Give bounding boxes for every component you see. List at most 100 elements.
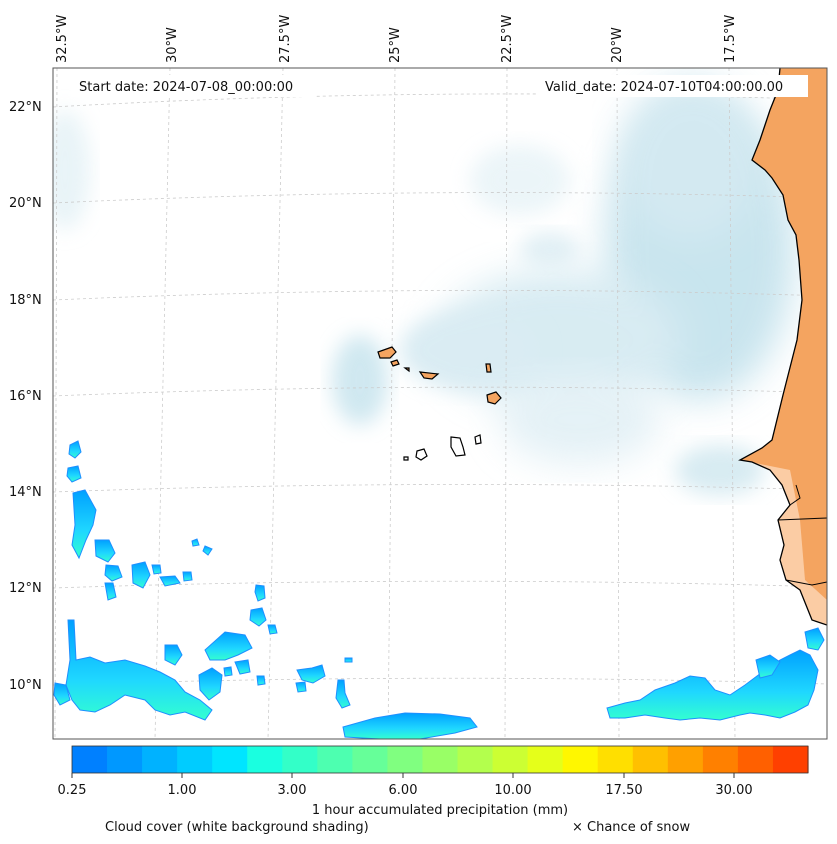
colorbar-title: 1 hour accumulated precipitation (mm) [312, 803, 568, 818]
colorbar-tick-10-00: 10.00 [494, 783, 531, 798]
colorbar-tick-3-00: 3.00 [278, 783, 307, 798]
colorbar-bin [702, 746, 739, 773]
colorbar-tick-0-25: 0.25 [58, 783, 87, 798]
precip-cluster-sw-1 [53, 682, 71, 706]
colorbar-bin [247, 746, 283, 773]
cloud-cover-shading [53, 80, 795, 495]
map-panel[interactable] [40, 68, 827, 739]
colorbar-bin [387, 746, 424, 773]
cloud-patch-south-central [500, 375, 660, 465]
lat-tick-16n: 16°N [9, 389, 42, 404]
lat-tick-14n: 14°N [9, 485, 42, 500]
colorbar-bin [772, 746, 809, 773]
precip-cluster-west-4 [94, 539, 116, 563]
cloud-patch-islands [400, 310, 540, 390]
island-sal [485, 363, 492, 373]
island-fogo [415, 448, 428, 461]
lat-tick-22n: 22°N [9, 100, 42, 115]
precip-cluster-se-2 [755, 654, 781, 679]
lat-tick-10n: 10°N [9, 678, 42, 693]
lon-tick-32-5w: 32.5°W [55, 15, 70, 63]
precip-cluster-west-10 [182, 571, 193, 582]
valid-date-label: Valid_date: 2024-07-10T04:00:00.00 [545, 80, 783, 95]
precip-cluster-west-14 [249, 607, 267, 627]
colorbar-bin [317, 746, 353, 773]
colorbar-bin [212, 746, 248, 773]
precip-band-south-east [606, 649, 819, 721]
cloud-patch-west-islands [332, 335, 388, 425]
precip-cluster-sw-7 [256, 675, 266, 686]
island-santiago [450, 436, 466, 457]
island-boa-vista [486, 391, 502, 405]
precip-cluster-west-8 [151, 564, 162, 575]
precip-cluster-sw-5 [234, 659, 251, 675]
lon-tick-27-5w: 27.5°W [278, 15, 293, 63]
precip-cluster-west-5 [104, 564, 123, 582]
valid-date-box [537, 75, 808, 97]
lon-tick-25w: 25°W [388, 27, 403, 63]
island-brava [403, 456, 409, 461]
precip-cluster-sw-8 [296, 664, 326, 684]
precipitation-patches [53, 440, 825, 739]
colorbar-bin [527, 746, 564, 773]
island-maio [474, 434, 482, 445]
colorbar-bin [107, 746, 143, 773]
precip-cluster-sw-4 [198, 667, 223, 701]
border-line-1 [777, 517, 827, 521]
lon-tick-30w: 30°W [165, 27, 180, 63]
map-frame [52, 67, 828, 740]
colorbar-ticks [71, 773, 735, 778]
colorbar-bin [737, 746, 774, 773]
longitude-tick-labels: 32.5°W 30°W 27.5°W 25°W 22.5°W 20°W 17.5… [55, 15, 738, 63]
precip-cluster-sw-9 [295, 681, 307, 693]
colorbar-tick-30-00: 30.00 [715, 783, 752, 798]
precip-cluster-west-2 [66, 465, 82, 483]
island-sao-vicente [390, 359, 400, 367]
cape-verde-islands [377, 346, 502, 461]
precip-cluster-west-11 [191, 538, 200, 547]
precip-cluster-west-6 [104, 582, 117, 601]
colorbar-bin [632, 746, 669, 773]
colorbar-tick-1-00: 1.00 [168, 783, 197, 798]
colorbar-bin [422, 746, 459, 773]
precip-cluster-sw-11 [344, 657, 353, 663]
precip-cluster-sw-6 [223, 666, 233, 677]
colorbar-bin [352, 746, 389, 773]
start-date-label: Start date: 2024-07-08_00:00:00 [79, 80, 293, 95]
colorbar-bin [142, 746, 178, 773]
cloud-patch-coast-lower [675, 445, 765, 495]
lon-tick-17-5w: 17.5°W [723, 15, 738, 63]
precip-cluster-west-1 [68, 440, 82, 459]
lat-tick-20n: 20°N [9, 196, 42, 211]
precip-cluster-west-9 [159, 575, 181, 587]
precip-cluster-sw-3 [204, 631, 253, 661]
island-santa-luzia [403, 367, 410, 373]
african-mainland [738, 68, 827, 626]
latitude-tick-labels: 22°N 20°N 18°N 16°N 14°N 12°N 10°N [9, 100, 42, 693]
precip-cluster-sw-2 [164, 644, 183, 666]
colorbar-bin [177, 746, 213, 773]
snow-legend: × Chance of snow [572, 820, 690, 835]
lon-tick-20w: 20°W [610, 27, 625, 63]
border-line-2 [785, 579, 827, 586]
precip-cluster-west-13 [254, 584, 266, 602]
cloud-patch-left-mid [520, 232, 580, 268]
colorbar-bin [72, 746, 108, 773]
precip-cluster-sw-10 [335, 679, 351, 709]
colorbar-bin [597, 746, 634, 773]
precip-cluster-west-15 [267, 624, 278, 635]
border-line-3 [789, 484, 801, 506]
precip-band-southwest [65, 619, 213, 721]
start-date-box [71, 75, 316, 97]
lon-tick-22-5w: 22.5°W [500, 15, 515, 63]
cloud-patch-northwest [53, 110, 90, 230]
colorbar-tick-6-00: 6.00 [389, 783, 418, 798]
colorbar-bin [667, 746, 704, 773]
precipitation-colorbar: 0.25 1.00 3.00 6.00 10.00 17.50 30.00 1 … [58, 745, 809, 818]
colorbar-tick-17-50: 17.50 [605, 783, 642, 798]
mainland-land-fill [740, 68, 827, 625]
colorbar-bin [457, 746, 494, 773]
colorbar-frame [71, 745, 809, 774]
island-sao-nicolau [418, 371, 440, 380]
